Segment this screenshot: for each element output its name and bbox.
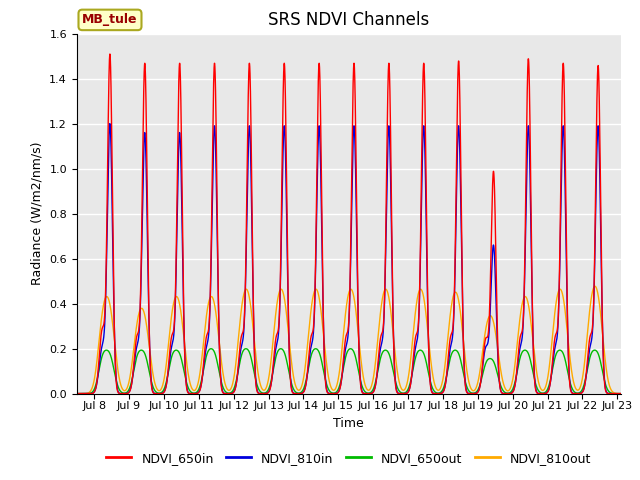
NDVI_810out <box>476 367 484 373</box>
NDVI_650in <box>506 391 513 396</box>
NDVI_810in <box>419 150 426 156</box>
NDVI_650in <box>73 391 81 396</box>
NDVI_810in <box>506 391 513 396</box>
NDVI_810in <box>476 382 484 388</box>
NDVI_650in <box>476 383 484 388</box>
NDVI_650out <box>395 387 403 393</box>
NDVI_810out <box>419 289 426 295</box>
Title: SRS NDVI Channels: SRS NDVI Channels <box>268 11 429 29</box>
Text: MB_tule: MB_tule <box>82 13 138 26</box>
NDVI_810in <box>617 391 625 396</box>
Legend: NDVI_650in, NDVI_810in, NDVI_650out, NDVI_810out: NDVI_650in, NDVI_810in, NDVI_650out, NDV… <box>101 447 596 469</box>
NDVI_650in <box>100 319 108 325</box>
NDVI_650out <box>419 348 426 354</box>
NDVI_810out <box>591 283 599 289</box>
NDVI_650in <box>419 100 426 106</box>
NDVI_810out <box>73 391 81 396</box>
NDVI_650out <box>506 390 513 396</box>
NDVI_650in <box>617 391 625 396</box>
NDVI_650out <box>207 346 215 352</box>
NDVI_810in <box>100 330 108 336</box>
NDVI_650out <box>617 391 625 396</box>
NDVI_650in <box>106 51 114 57</box>
NDVI_810out <box>100 299 108 305</box>
NDVI_650in <box>270 355 278 361</box>
Y-axis label: Radiance (W/m2/nm/s): Radiance (W/m2/nm/s) <box>31 142 44 285</box>
NDVI_810in <box>106 120 114 126</box>
Line: NDVI_650in: NDVI_650in <box>77 54 621 394</box>
NDVI_810out <box>506 387 513 393</box>
NDVI_650out <box>476 381 484 387</box>
Line: NDVI_650out: NDVI_650out <box>77 349 621 394</box>
NDVI_810out <box>395 377 403 383</box>
NDVI_650in <box>395 391 403 396</box>
NDVI_650out <box>100 348 108 354</box>
Line: NDVI_810in: NDVI_810in <box>77 123 621 394</box>
NDVI_810out <box>270 330 278 336</box>
NDVI_810out <box>617 391 625 396</box>
NDVI_810in <box>395 391 403 396</box>
NDVI_650out <box>73 391 81 396</box>
Line: NDVI_810out: NDVI_810out <box>77 286 621 394</box>
NDVI_650out <box>270 364 278 370</box>
NDVI_810in <box>73 391 81 396</box>
NDVI_810in <box>270 360 278 366</box>
X-axis label: Time: Time <box>333 417 364 430</box>
